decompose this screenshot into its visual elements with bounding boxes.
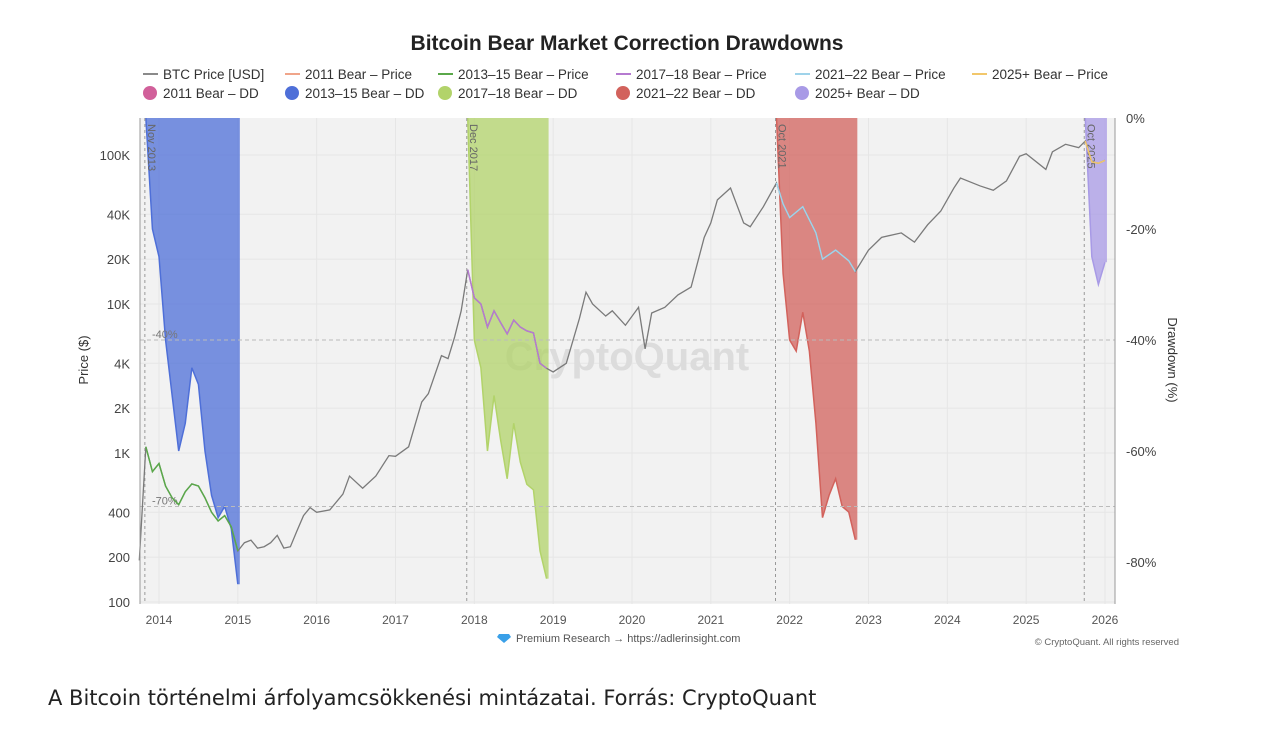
y-tick-label: 10K xyxy=(107,297,130,312)
legend-swatch xyxy=(616,86,630,100)
bear-price-line xyxy=(1084,140,1106,165)
y2-tick-label: 0% xyxy=(1126,111,1145,126)
x-tick-label: 2016 xyxy=(303,613,330,627)
legend-swatch xyxy=(143,86,157,100)
legend-swatch xyxy=(438,86,452,100)
y2-tick-label: -60% xyxy=(1126,444,1157,459)
x-tick-label: 2017 xyxy=(382,613,409,627)
bear-start-label: Nov 2013 xyxy=(145,124,157,171)
y2-tick-label: -80% xyxy=(1126,555,1157,570)
x-tick-label: 2019 xyxy=(540,613,567,627)
legend-label: 2013–15 Bear – DD xyxy=(305,86,425,101)
y-tick-label: 100 xyxy=(108,595,130,610)
y-tick-label: 400 xyxy=(108,505,130,520)
x-tick-label: 2014 xyxy=(146,613,173,627)
legend-label: 2021–22 Bear – Price xyxy=(815,67,946,82)
diamond-icon xyxy=(497,634,511,643)
x-tick-label: 2015 xyxy=(224,613,251,627)
copyright-text: © CryptoQuant. All rights reserved xyxy=(1035,637,1179,648)
x-tick-label: 2024 xyxy=(934,613,961,627)
bear-price-line xyxy=(145,446,239,552)
x-tick-label: 2026 xyxy=(1092,613,1119,627)
legend-label: 2025+ Bear – DD xyxy=(815,86,920,101)
reference-label: -70% xyxy=(152,496,178,508)
drawdown-line xyxy=(145,117,239,585)
y2-tick-label: -20% xyxy=(1126,222,1157,237)
y-tick-label: 100K xyxy=(100,148,131,163)
x-tick-label: 2020 xyxy=(619,613,646,627)
drawdown-line xyxy=(1084,117,1106,288)
legend-label: 2021–22 Bear – DD xyxy=(636,86,756,101)
drawdown-area xyxy=(776,118,858,540)
bear-price-line xyxy=(467,269,548,369)
y-tick-label: 40K xyxy=(107,207,130,222)
drawdown-area xyxy=(467,118,549,579)
bear-price-line xyxy=(775,182,856,272)
bear-start-label: Dec 2017 xyxy=(467,124,479,171)
legend-label: 2011 Bear – Price xyxy=(305,67,412,82)
legend-label: 2011 Bear – DD xyxy=(163,86,259,101)
x-tick-label: 2023 xyxy=(855,613,882,627)
premium-research-link: Premium Research → https://adlerinsight.… xyxy=(516,633,740,645)
drawdown-chart: Bitcoin Bear Market Correction Drawdowns… xyxy=(76,32,1180,648)
x-tick-label: 2022 xyxy=(776,613,803,627)
y2-axis-title: Drawdown (%) xyxy=(1165,317,1180,402)
x-tick-label: 2021 xyxy=(697,613,724,627)
legend-swatch xyxy=(285,86,299,100)
legend-label: 2017–18 Bear – DD xyxy=(458,86,578,101)
chart-title: Bitcoin Bear Market Correction Drawdowns xyxy=(411,32,844,55)
y-axis-title: Price ($) xyxy=(76,335,91,384)
legend-label: 2017–18 Bear – Price xyxy=(636,67,767,82)
figure-caption: A Bitcoin történelmi árfolyamcsökkenési … xyxy=(48,686,817,710)
y-tick-label: 200 xyxy=(108,550,130,565)
drawdown-area xyxy=(145,118,240,585)
bear-start-label: Oct 2021 xyxy=(776,124,788,169)
y-tick-label: 2K xyxy=(114,401,130,416)
x-tick-label: 2018 xyxy=(461,613,488,627)
plot-background xyxy=(140,118,1115,604)
x-tick-label: 2025 xyxy=(1013,613,1040,627)
reference-label: -40% xyxy=(152,329,178,341)
legend-label: BTC Price [USD] xyxy=(163,67,264,82)
bear-start-label: Oct 2025 xyxy=(1084,124,1096,169)
y2-tick-label: -40% xyxy=(1126,333,1157,348)
y-tick-label: 4K xyxy=(114,356,130,371)
y-tick-label: 20K xyxy=(107,252,130,267)
legend-label: 2025+ Bear – Price xyxy=(992,67,1108,82)
y-tick-label: 1K xyxy=(114,446,130,461)
legend-label: 2013–15 Bear – Price xyxy=(458,67,589,82)
legend-swatch xyxy=(795,86,809,100)
drawdown-line xyxy=(467,117,548,579)
